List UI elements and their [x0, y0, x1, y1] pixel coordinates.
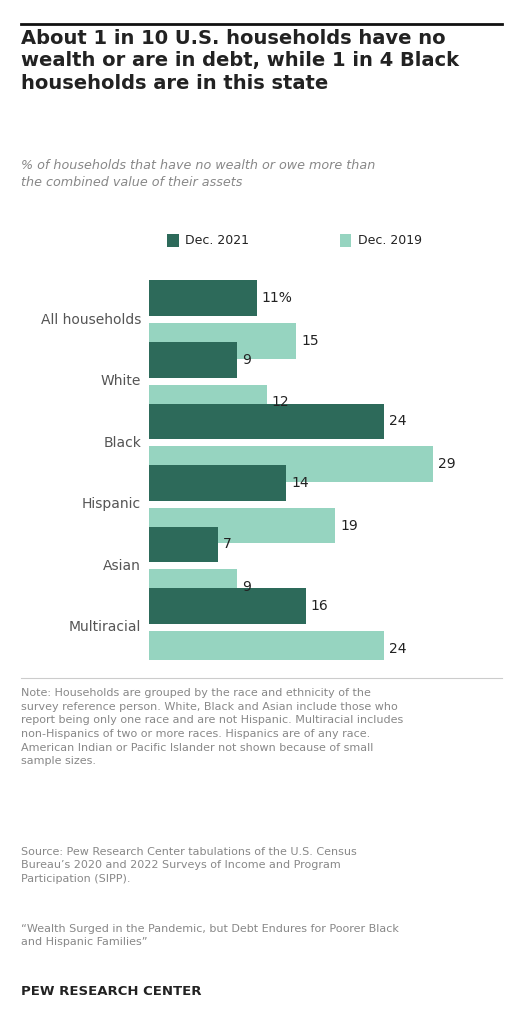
Text: PEW RESEARCH CENTER: PEW RESEARCH CENTER	[21, 985, 201, 998]
Text: 19: 19	[340, 518, 358, 532]
Text: 9: 9	[242, 353, 251, 367]
Text: Source: Pew Research Center tabulations of the U.S. Census
Bureau’s 2020 and 202: Source: Pew Research Center tabulations …	[21, 847, 357, 884]
Text: About 1 in 10 U.S. households have no
wealth or are in debt, while 1 in 4 Black
: About 1 in 10 U.S. households have no we…	[21, 29, 459, 93]
Text: 24: 24	[389, 415, 407, 428]
Bar	[149, 446, 434, 481]
Bar	[149, 465, 286, 501]
Text: Dec. 2021: Dec. 2021	[185, 234, 249, 247]
Text: Multiracial: Multiracial	[69, 621, 141, 634]
Text: 7: 7	[223, 538, 231, 552]
Text: 12: 12	[271, 395, 289, 410]
Text: 15: 15	[301, 334, 319, 348]
Text: 11%: 11%	[262, 291, 293, 305]
Text: Hispanic: Hispanic	[82, 498, 141, 511]
Bar	[149, 403, 384, 439]
Text: “Wealth Surged in the Pandemic, but Debt Endures for Poorer Black
and Hispanic F: “Wealth Surged in the Pandemic, but Debt…	[21, 924, 399, 947]
Text: Asian: Asian	[104, 559, 141, 572]
Text: Dec. 2019: Dec. 2019	[358, 234, 422, 247]
Text: 14: 14	[291, 476, 309, 489]
Text: White: White	[101, 374, 141, 388]
Bar	[149, 385, 267, 420]
Bar	[149, 508, 335, 544]
Text: All households: All households	[41, 312, 141, 327]
Text: 29: 29	[438, 457, 456, 471]
Text: % of households that have no wealth or owe more than
the combined value of their: % of households that have no wealth or o…	[21, 159, 376, 188]
Bar	[149, 526, 218, 562]
Text: 9: 9	[242, 580, 251, 594]
Bar	[149, 588, 306, 624]
Bar	[149, 342, 237, 378]
Bar	[149, 631, 384, 667]
Text: 16: 16	[311, 599, 328, 613]
Text: Black: Black	[104, 435, 141, 450]
Text: Note: Households are grouped by the race and ethnicity of the
survey reference p: Note: Households are grouped by the race…	[21, 688, 403, 766]
Bar	[149, 324, 296, 358]
Bar	[149, 281, 257, 316]
Bar	[149, 569, 237, 605]
Text: 24: 24	[389, 642, 407, 655]
